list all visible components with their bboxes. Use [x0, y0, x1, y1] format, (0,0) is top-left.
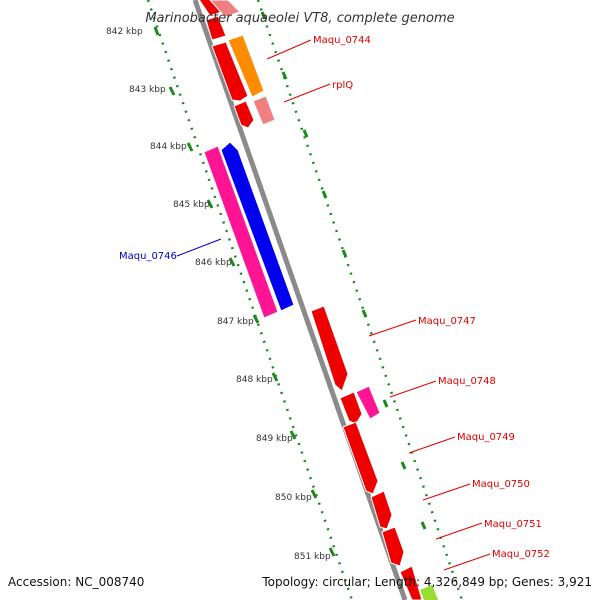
gene-label[interactable]: Maqu_0746 [119, 251, 177, 262]
gene-green-852[interactable] [420, 585, 438, 600]
genome-summary-text: Topology: circular; Length: 4,326,849 bp… [261, 575, 592, 589]
gene-maqu-0748a[interactable] [339, 391, 363, 425]
gene-label[interactable]: Maqu_0750 [472, 479, 530, 490]
gene-maqu-0747[interactable] [310, 305, 349, 392]
gene-maqu-0752[interactable] [399, 565, 423, 600]
kbp-label: 849 kbp [256, 434, 293, 444]
left-track-line [146, 0, 354, 600]
gene-label[interactable]: Maqu_0749 [457, 432, 515, 443]
kbp-label: 846 kbp [195, 258, 232, 268]
gene-label[interactable]: Maqu_0752 [492, 549, 550, 560]
kbp-label: 848 kbp [236, 375, 273, 385]
kbp-label: 850 kbp [275, 493, 312, 503]
kbp-label: 851 kbp [294, 552, 331, 562]
gene-maqu-0750[interactable] [370, 490, 393, 530]
genome-backbone [192, 0, 408, 600]
kbp-label: 847 kbp [217, 317, 254, 327]
gene-maqu-0749[interactable] [342, 421, 379, 495]
kbp-label: 843 kbp [129, 85, 166, 95]
accession-text: Accession: NC_008740 [8, 575, 144, 589]
gene-label[interactable]: Maqu_0744 [313, 35, 371, 46]
kbp-label: 845 kbp [173, 200, 210, 210]
kbp-ticks [153, 26, 336, 557]
gene-label[interactable]: Maqu_0747 [418, 316, 476, 327]
gene-label[interactable]: Maqu_0748 [438, 376, 496, 387]
gene-maqu-0746[interactable] [203, 145, 279, 319]
right-track-line [256, 0, 464, 600]
gene-label[interactable]: Maqu_0751 [484, 519, 542, 530]
gene-rplq[interactable] [252, 95, 276, 126]
label-leaders [176, 39, 491, 571]
gene-red-small-843[interactable] [233, 100, 255, 129]
gene-maqu-0748[interactable] [355, 385, 381, 420]
gene-pink-842[interactable] [209, 0, 241, 18]
gene-labels: Maqu_0744 rplQ Maqu_0746 Maqu_0747 Maqu_… [119, 35, 550, 560]
gene-label[interactable]: rplQ [332, 80, 353, 91]
kbp-label: 844 kbp [150, 142, 187, 152]
right-track-ticks [260, 11, 427, 530]
kbp-label: 842 kbp [106, 27, 143, 37]
gene-maqu-0744[interactable] [211, 41, 249, 102]
kbp-labels: 842 kbp 843 kbp 844 kbp 845 kbp 846 kbp … [106, 27, 331, 562]
gene-maqu-0751[interactable] [381, 526, 405, 567]
genome-title: Marinobacter aquaeolei VT8, complete gen… [145, 11, 454, 26]
gene-blue-845[interactable] [220, 141, 295, 312]
gene-orange-843[interactable] [227, 34, 265, 98]
